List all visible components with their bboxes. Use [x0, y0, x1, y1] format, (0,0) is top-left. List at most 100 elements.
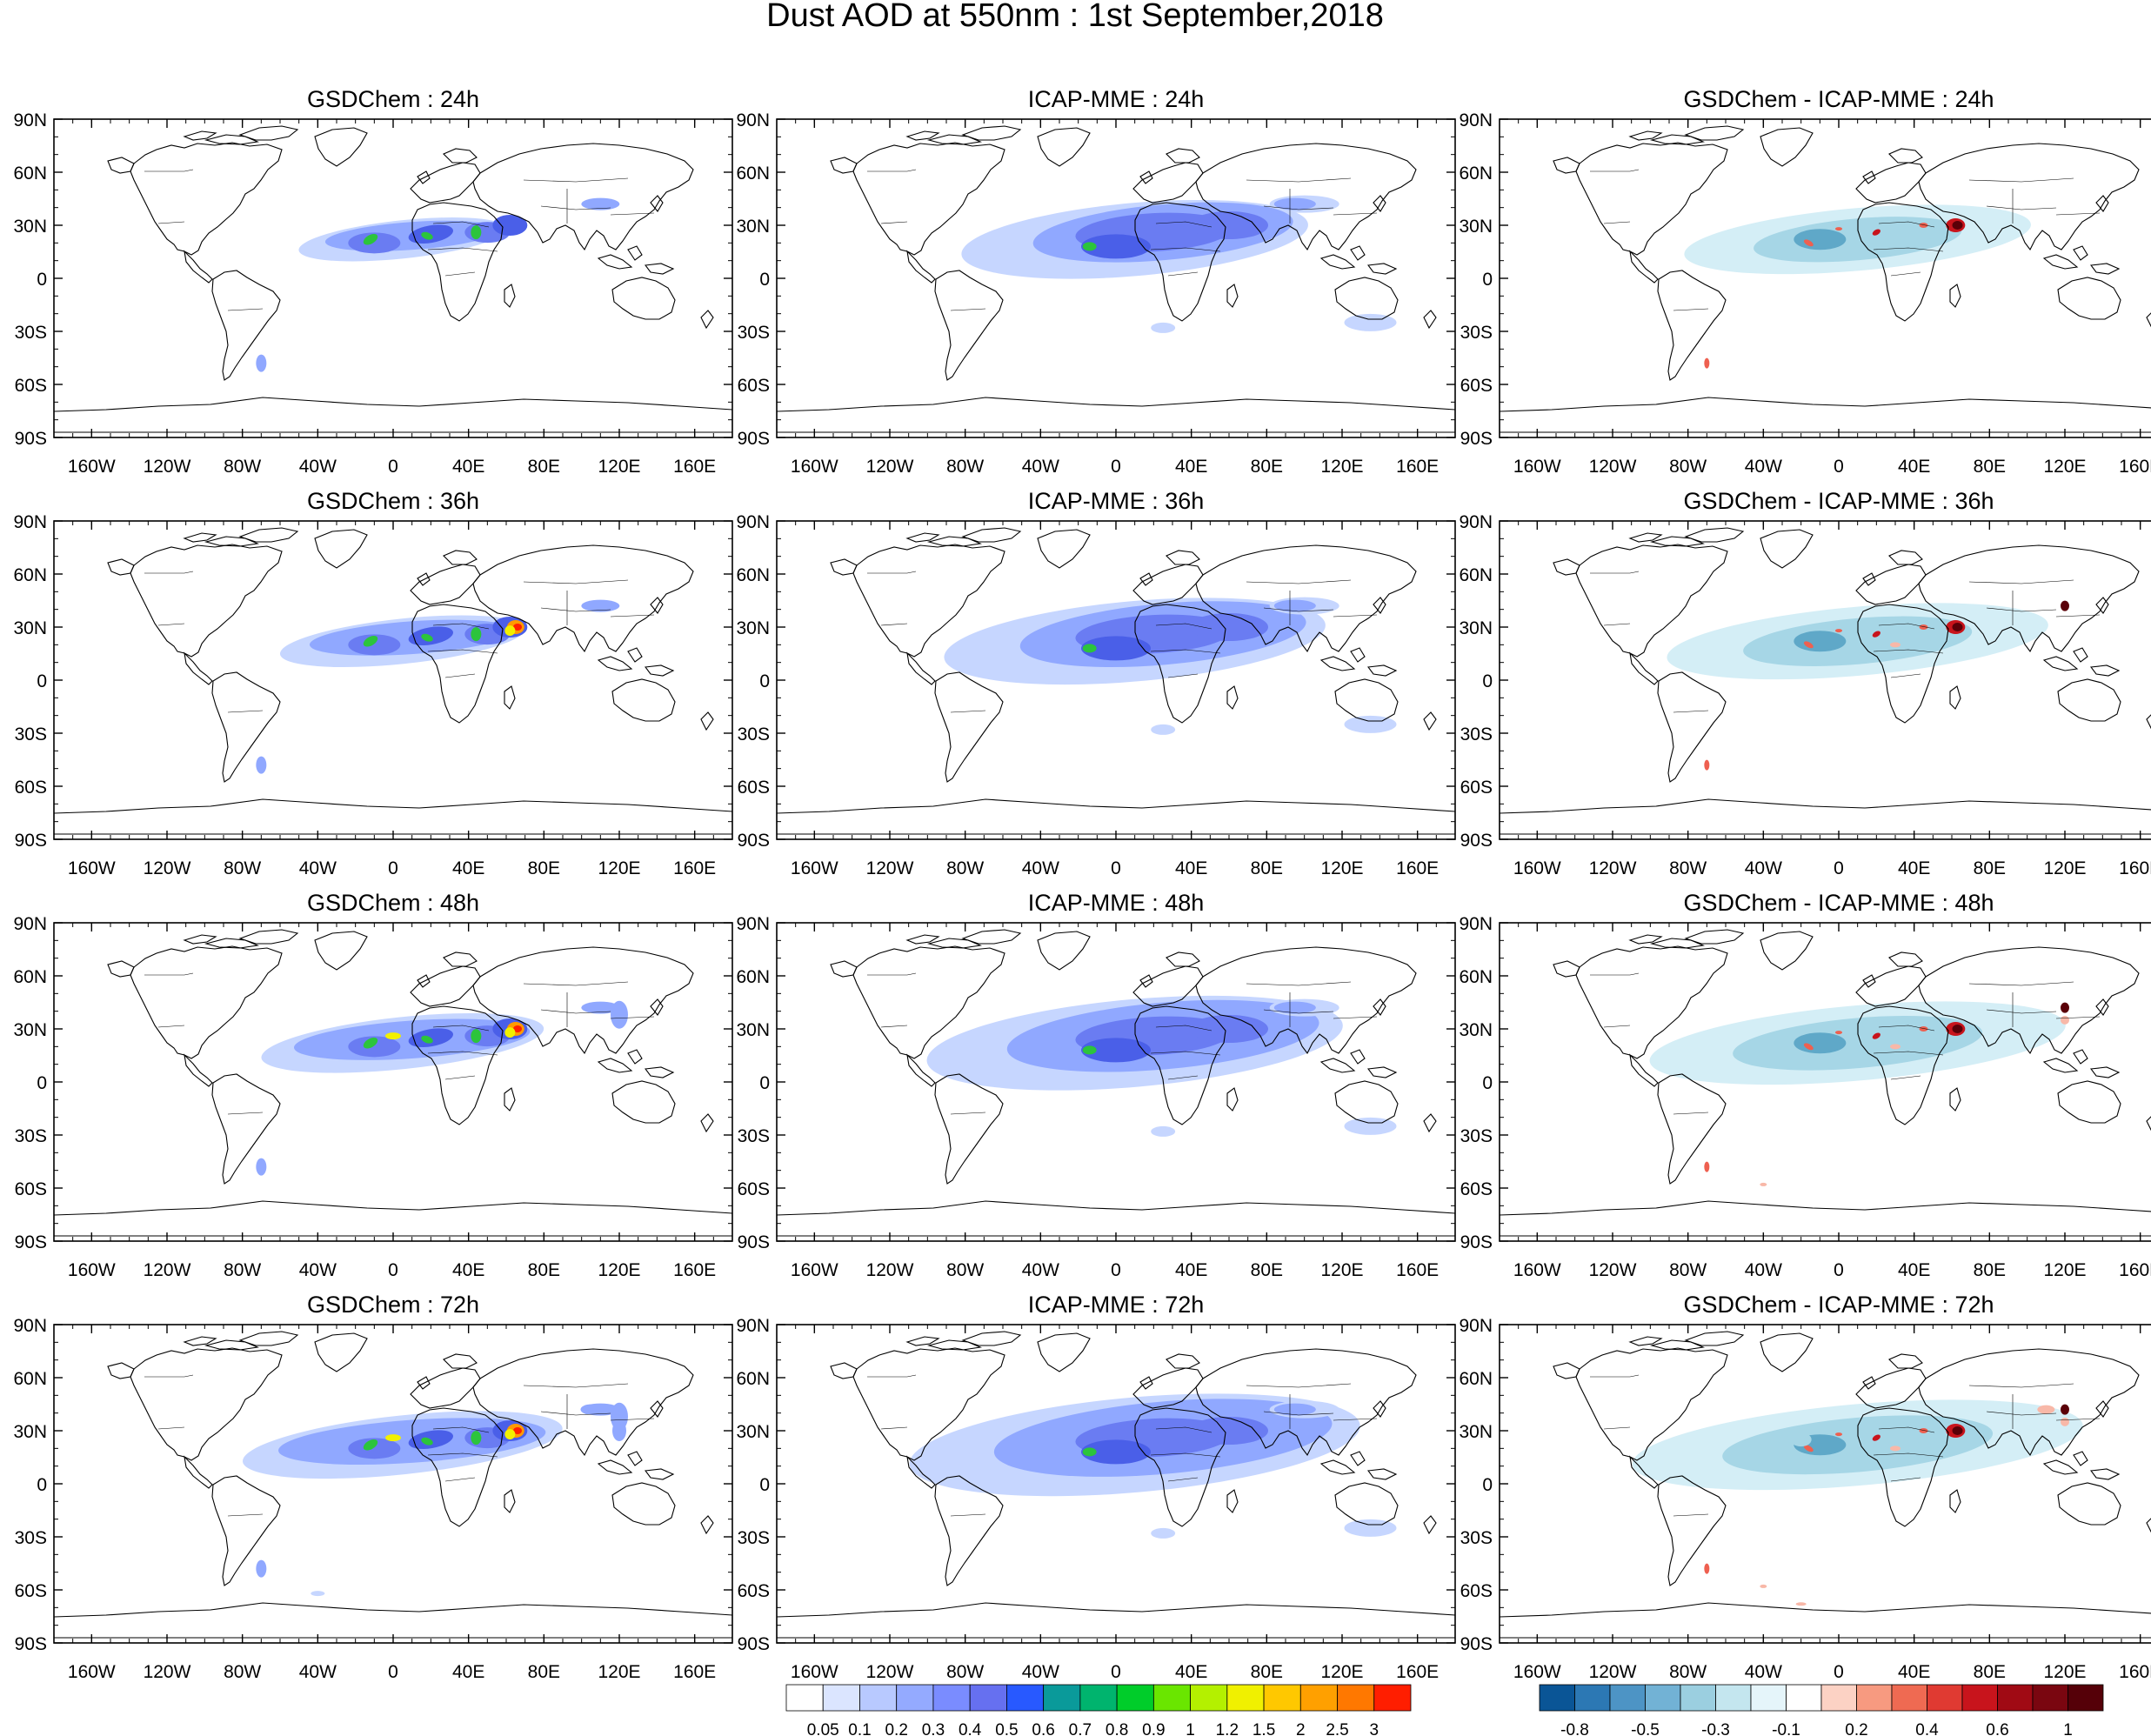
field-blob: [1952, 1025, 1963, 1033]
field-blob: [1952, 1426, 1963, 1435]
lon-tick-label: 120E: [1320, 457, 1363, 477]
field-blob: [1889, 224, 1939, 242]
map-panel: GSDChem - ICAP-MME : 36h 90N 60N 30N 0 30S 60S…: [1459, 488, 2151, 878]
lon-tick-label: 120E: [598, 1662, 640, 1682]
colorbar-label: 0.6: [1986, 1721, 2008, 1736]
field-blob: [1835, 1432, 1842, 1437]
lat-tick-label: 60N: [736, 164, 770, 184]
field-blob: [1190, 211, 1268, 239]
map-frame: [776, 118, 1456, 438]
lon-tick-label: 80W: [1669, 457, 1707, 477]
data-field: [1649, 1001, 2069, 1186]
lat-tick-label: 30N: [13, 618, 47, 638]
lat-tick-label: 30S: [1460, 1528, 1493, 1548]
field-blob: [1344, 1117, 1397, 1135]
field-blob: [1803, 1043, 1814, 1051]
colorbar-swatch: [1373, 1684, 1412, 1712]
lat-tick-label: 90S: [1460, 831, 1493, 851]
field-blob: [1889, 1027, 1939, 1045]
colorbar-swatch: [822, 1684, 860, 1712]
lon-tick-label: 0: [388, 1260, 398, 1280]
field-blob: [1273, 1001, 1316, 1014]
field-blob: [1890, 642, 1900, 648]
lat-tick-label: 60S: [15, 1179, 47, 1199]
colorbar-label: 0.2: [1845, 1721, 1867, 1736]
field-blob: [1872, 631, 1880, 638]
field-blob: [471, 627, 482, 642]
colorbar-label: 0.6: [1032, 1721, 1054, 1736]
colorbar-swatch: [2032, 1684, 2068, 1712]
field-blob: [1344, 715, 1397, 733]
panel-title: ICAP-MME : 48h: [1028, 890, 1205, 916]
lon-tick-label: 120E: [2043, 858, 2086, 878]
field-blob: [581, 1001, 620, 1014]
field-blob: [2061, 1002, 2069, 1013]
lon-tick-label: 160W: [68, 457, 116, 477]
lat-tick-label: 90N: [13, 1316, 47, 1336]
field-blob: [1760, 1182, 1767, 1186]
lon-tick-label: 40E: [452, 858, 484, 878]
map-panel: ICAP-MME : 24h 90N 60N 30N 0 30S 60S 90S 160W 120…: [736, 86, 1456, 477]
lon-tick-label: 160W: [68, 1260, 116, 1280]
diff-colorbar: -0.8 -0.5 -0.3 -0.1 0.2 0.4 0.6 1: [1539, 1684, 2104, 1736]
panel-title: GSDChem - ICAP-MME : 36h: [1683, 488, 1994, 514]
colorbar-label: -0.5: [1631, 1721, 1660, 1736]
colorbar-swatch: [1645, 1684, 1681, 1712]
lon-tick-label: 160E: [2119, 1662, 2151, 1682]
lon-tick-label: 80E: [1251, 457, 1283, 477]
lon-tick-label: 120W: [866, 1662, 914, 1682]
field-blob: [363, 636, 378, 647]
lat-tick-label: 30S: [1460, 323, 1493, 343]
field-blob: [1190, 613, 1268, 641]
field-blob: [1344, 313, 1397, 331]
colorbar-swatch: [1856, 1684, 1893, 1712]
lon-tick-label: 80W: [946, 457, 984, 477]
lat-tick-label: 60N: [1459, 967, 1493, 987]
colorbar-swatch: [1891, 1684, 1927, 1712]
map-panel: GSDChem - ICAP-MME : 72h 90N 60N 30N 0 30S 60S…: [1459, 1292, 2151, 1682]
colorbar-swatch: [896, 1684, 934, 1712]
lon-tick-label: 80W: [224, 1662, 261, 1682]
lon-tick-label: 40E: [1175, 858, 1207, 878]
field-blob: [2061, 1015, 2069, 1025]
lon-tick-label: 160W: [791, 858, 838, 878]
colorbar-label: 0.1: [848, 1721, 871, 1736]
lat-tick-label: 90S: [15, 1232, 47, 1252]
lon-tick-label: 160E: [1396, 858, 1439, 878]
field-blob: [1919, 223, 1928, 228]
lon-tick-label: 160W: [1513, 1260, 1561, 1280]
lat-tick-label: 90N: [736, 914, 770, 934]
colorbar-label: 2.5: [1326, 1721, 1348, 1736]
lat-tick-label: 30S: [1460, 1126, 1493, 1146]
lat-tick-label: 90N: [736, 110, 770, 130]
lat-tick-label: 0: [759, 671, 770, 691]
lat-tick-label: 30N: [736, 1020, 770, 1040]
lon-tick-label: 0: [1834, 858, 1844, 878]
field-blob: [1794, 1032, 1847, 1054]
map-frame: [1499, 118, 2151, 438]
figure-title: Dust AOD at 550nm : 1st September,2018: [766, 0, 1384, 34]
lat-tick-label: 30S: [15, 1528, 47, 1548]
lon-tick-label: 80E: [528, 858, 560, 878]
colorbar-swatch: [1263, 1684, 1301, 1712]
field-blob: [1082, 242, 1097, 251]
field-blob: [1795, 1602, 1807, 1606]
field-blob: [1803, 239, 1814, 247]
lat-tick-label: 90S: [738, 1634, 770, 1654]
data-field: [961, 195, 1397, 333]
lon-tick-label: 80W: [1669, 858, 1707, 878]
lon-tick-label: 0: [1111, 1662, 1121, 1682]
lat-tick-label: 0: [37, 1073, 47, 1093]
field-blob: [492, 215, 528, 236]
lon-tick-label: 0: [388, 858, 398, 878]
lon-tick-label: 80W: [1669, 1662, 1707, 1682]
data-field: [1667, 600, 2069, 771]
lon-tick-label: 160W: [68, 1662, 116, 1682]
lon-tick-label: 40W: [1022, 457, 1059, 477]
field-blob: [1190, 1417, 1268, 1445]
panel-title: GSDChem - ICAP-MME : 48h: [1683, 890, 1994, 916]
lat-tick-label: 30S: [738, 1126, 770, 1146]
map-frame: [53, 520, 733, 840]
lat-tick-label: 30S: [15, 323, 47, 343]
lon-tick-label: 160W: [1513, 858, 1561, 878]
